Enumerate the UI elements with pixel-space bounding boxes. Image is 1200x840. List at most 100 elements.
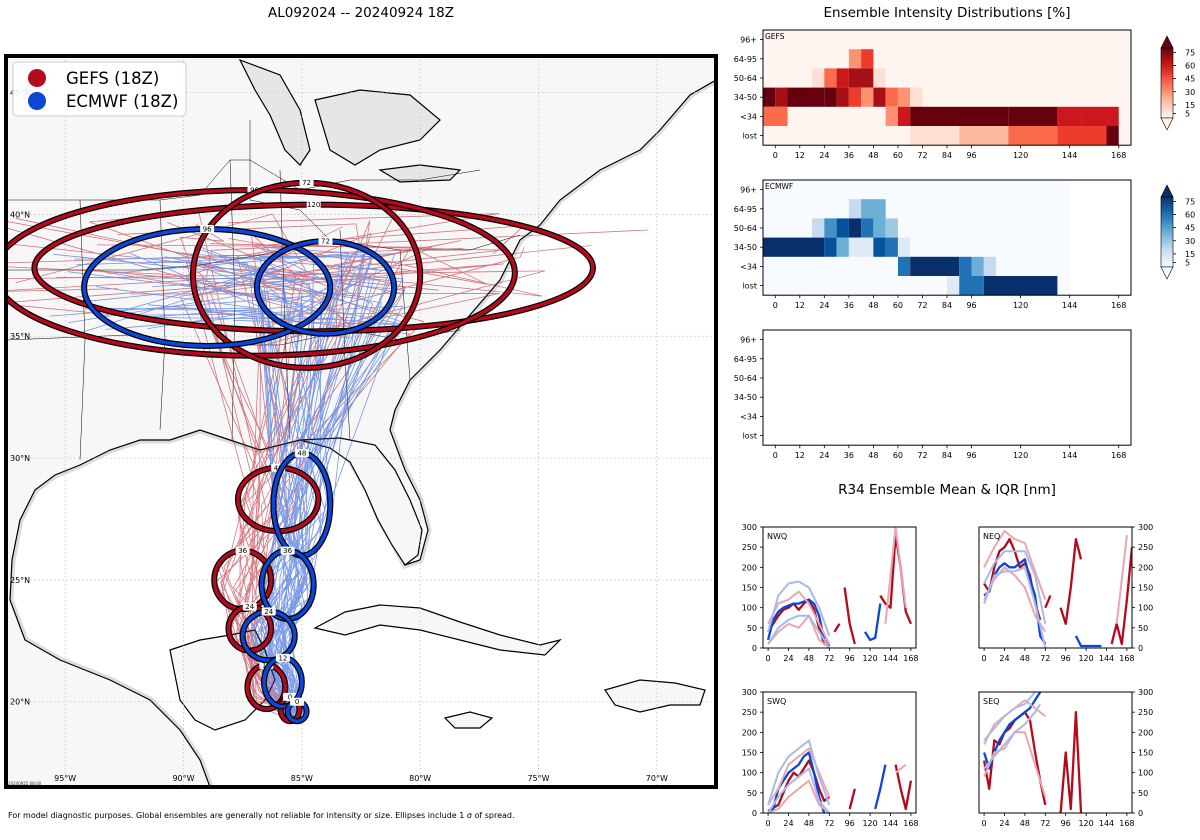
r34-title: R34 Ensemble Mean & IQR [nm] bbox=[838, 482, 1056, 498]
lat-tick-label: 35°N bbox=[10, 332, 30, 341]
forecast-hour-tick: 12 bbox=[795, 301, 805, 310]
r34-frame bbox=[978, 526, 1133, 649]
r34-iqr-line bbox=[983, 550, 1047, 625]
r34-frame bbox=[762, 691, 917, 814]
r34-y-tick: 300 bbox=[742, 523, 757, 532]
ellipse-hour-label: 24 bbox=[264, 608, 273, 616]
r34-x-tick: 48 bbox=[804, 819, 814, 828]
intensity-category-label: <34 bbox=[740, 112, 757, 121]
heatmap-cell bbox=[897, 87, 911, 107]
colorbar-tick-label: 15 bbox=[1185, 101, 1195, 110]
member-track bbox=[179, 224, 295, 717]
ecmwf-legend-label: ECMWF (18Z) bbox=[66, 92, 178, 111]
colorbar-tick-label: 45 bbox=[1185, 75, 1195, 84]
member-track bbox=[233, 257, 313, 717]
r34-y-tick: 200 bbox=[1138, 563, 1153, 572]
r34-quadrant-label: SWQ bbox=[767, 697, 786, 706]
member-track bbox=[210, 243, 502, 717]
heatmap-cell bbox=[848, 87, 862, 107]
gefs-legend-marker bbox=[28, 69, 46, 87]
heatmap-cell bbox=[910, 256, 960, 276]
r34-x-tick: 48 bbox=[1020, 654, 1030, 663]
forecast-hour-tick: 24 bbox=[819, 301, 829, 310]
r34-y-tick: 250 bbox=[742, 543, 757, 552]
intensity-category-label: 50-64 bbox=[734, 374, 757, 383]
heatmap-cell bbox=[959, 256, 972, 276]
graticule bbox=[6, 56, 716, 787]
heatmap-cell bbox=[897, 237, 911, 257]
r34-y-tick: 200 bbox=[742, 728, 757, 737]
r34-mean-line bbox=[1059, 537, 1083, 625]
ellipse-label-bg bbox=[261, 607, 276, 616]
forecast-hour-tick: 120 bbox=[1013, 301, 1028, 310]
r34-mean-line bbox=[1110, 547, 1132, 646]
forecast-hour-tick: 72 bbox=[917, 301, 927, 310]
r34-y-tick: 250 bbox=[1138, 543, 1153, 552]
r34-x-tick: 144 bbox=[883, 654, 898, 663]
intensity-category-label: <34 bbox=[740, 262, 757, 271]
r34-quadrant-label: NWQ bbox=[767, 532, 787, 541]
heatmap-cell bbox=[1057, 126, 1107, 146]
r34-x-tick: 0 bbox=[766, 819, 771, 828]
forecast-hour-tick: 72 bbox=[917, 151, 927, 160]
lon-tick-label: 80°W bbox=[409, 774, 431, 783]
r34-iqr-line bbox=[767, 767, 831, 813]
heatmap-cell bbox=[873, 87, 886, 107]
lon-tick-label: 95°W bbox=[54, 774, 76, 783]
r34-y-tick: 200 bbox=[1138, 728, 1153, 737]
lon-tick-label: 75°W bbox=[527, 774, 549, 783]
heatmap-cell bbox=[897, 106, 911, 126]
r34-x-tick: 48 bbox=[1020, 819, 1030, 828]
r34-x-tick: 96 bbox=[845, 819, 855, 828]
intensity-panel: GEFS 96+ 64-95 50-64 34-50 <34 lost 0 12 24 36 48 60… bbox=[734, 29, 1132, 160]
r34-y-tick: 200 bbox=[742, 563, 757, 572]
heatmap-cell bbox=[861, 199, 886, 219]
r34-y-tick: 50 bbox=[1138, 789, 1148, 798]
r34-x-tick: 144 bbox=[1099, 819, 1114, 828]
ellipse-label-bg bbox=[290, 697, 305, 706]
ecmwf-legend-marker bbox=[28, 92, 46, 110]
heatmap-cell bbox=[824, 218, 837, 238]
heatmap-cell bbox=[848, 68, 874, 88]
forecast-hour-tick: 0 bbox=[773, 301, 778, 310]
ellipse-hour-label: 12 bbox=[278, 654, 287, 662]
heatmap-frame bbox=[762, 329, 1132, 446]
ellipse-hour-label: 48 bbox=[274, 464, 283, 472]
forecast-hour-tick: 144 bbox=[1062, 151, 1077, 160]
heatmap-cell bbox=[848, 237, 862, 257]
forecast-hour-tick: 36 bbox=[844, 451, 854, 460]
member-track bbox=[145, 262, 326, 718]
ellipse-hour-label: 0 bbox=[295, 698, 299, 706]
forecast-hour-tick: 48 bbox=[868, 151, 878, 160]
r34-x-tick: 120 bbox=[1078, 819, 1093, 828]
heatmap-panel-label: ECMWF bbox=[765, 182, 793, 191]
gefs-colorbar: 515 30 45 60 75 bbox=[1160, 35, 1195, 131]
heatmap-cell bbox=[763, 106, 788, 126]
r34-y-tick: 300 bbox=[1138, 688, 1153, 697]
heatmap-cell bbox=[848, 218, 862, 238]
r34-iqr-line bbox=[983, 566, 1047, 633]
intensity-category-label: 34-50 bbox=[734, 393, 757, 402]
heatmap-cell bbox=[1057, 106, 1082, 126]
intensity-category-label: lost bbox=[743, 282, 757, 291]
r34-iqr-line bbox=[983, 566, 1047, 648]
lat-tick-label: 20°N bbox=[10, 698, 30, 707]
heatmap-cell bbox=[775, 87, 788, 107]
intensity-category-label: 96+ bbox=[740, 36, 757, 45]
colorbar-tick-label: 30 bbox=[1185, 237, 1195, 246]
heatmap-cell bbox=[910, 126, 960, 146]
r34-x-tick: 168 bbox=[1119, 654, 1134, 663]
forecast-hour-tick: 96 bbox=[966, 301, 976, 310]
intensity-category-label: 96+ bbox=[740, 336, 757, 345]
r34-quadrant-label: SEQ bbox=[983, 697, 999, 706]
r34-iqr-line bbox=[983, 692, 1036, 742]
heatmap-cell bbox=[824, 237, 837, 257]
heatmap-cell bbox=[848, 199, 862, 219]
r34-y-tick: 50 bbox=[747, 789, 757, 798]
heatmap-cell bbox=[959, 126, 1009, 146]
r34-mean-line bbox=[874, 764, 887, 810]
forecast-hour-tick: 60 bbox=[893, 151, 903, 160]
r34-x-tick: 120 bbox=[1078, 654, 1093, 663]
forecast-hour-tick: 168 bbox=[1111, 451, 1126, 460]
